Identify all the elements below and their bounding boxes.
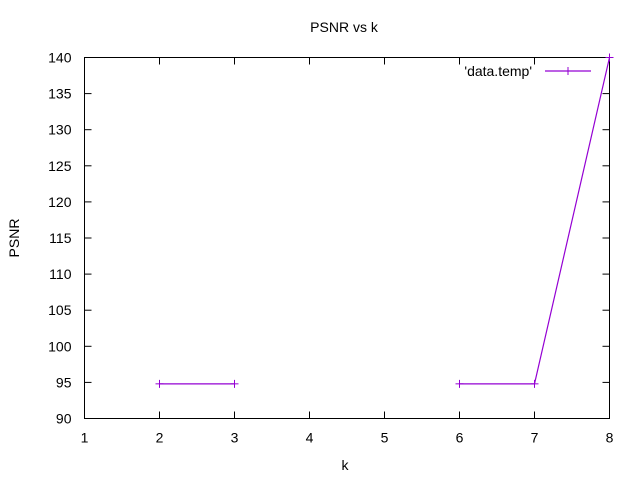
y-tick-label: 110: [49, 266, 72, 282]
x-tick-label: 5: [381, 430, 389, 446]
series-line: [459, 57, 611, 385]
x-tick-label: 1: [81, 430, 89, 446]
x-tick-label: 7: [531, 430, 539, 446]
y-tick-label: 90: [56, 411, 72, 427]
y-tick-label: 135: [48, 86, 72, 102]
data-point: [530, 379, 539, 388]
y-tick-label: 115: [49, 230, 72, 246]
x-tick-label: 8: [606, 430, 614, 446]
y-ticks: 90 95 100 105 110 115 120 125 130 135 140: [48, 50, 610, 427]
y-tick-label: 105: [48, 302, 72, 318]
y-tick-label: 125: [48, 158, 72, 174]
x-tick-label: 2: [156, 430, 164, 446]
x-axis-label: k: [342, 457, 350, 473]
y-tick-label: 100: [48, 338, 72, 354]
y-tick-label: 95: [56, 374, 72, 390]
chart-title: PSNR vs k: [310, 19, 379, 35]
y-tick-label: 140: [48, 50, 72, 66]
data-point: [455, 379, 464, 388]
data-point: [155, 379, 164, 388]
x-ticks: 1 2 3 4 5 6 7 8: [81, 57, 614, 446]
data-point: [605, 53, 614, 62]
legend-label: 'data.temp': [464, 63, 532, 79]
data-point: [230, 379, 239, 388]
legend: 'data.temp': [464, 63, 591, 79]
series-group: [155, 53, 614, 388]
x-tick-label: 3: [231, 430, 239, 446]
y-tick-label: 120: [48, 194, 72, 210]
plot-frame: [84, 57, 610, 419]
y-axis-label: PSNR: [6, 219, 22, 258]
x-tick-label: 4: [306, 430, 314, 446]
x-tick-label: 6: [456, 430, 464, 446]
y-tick-label: 130: [48, 122, 72, 138]
